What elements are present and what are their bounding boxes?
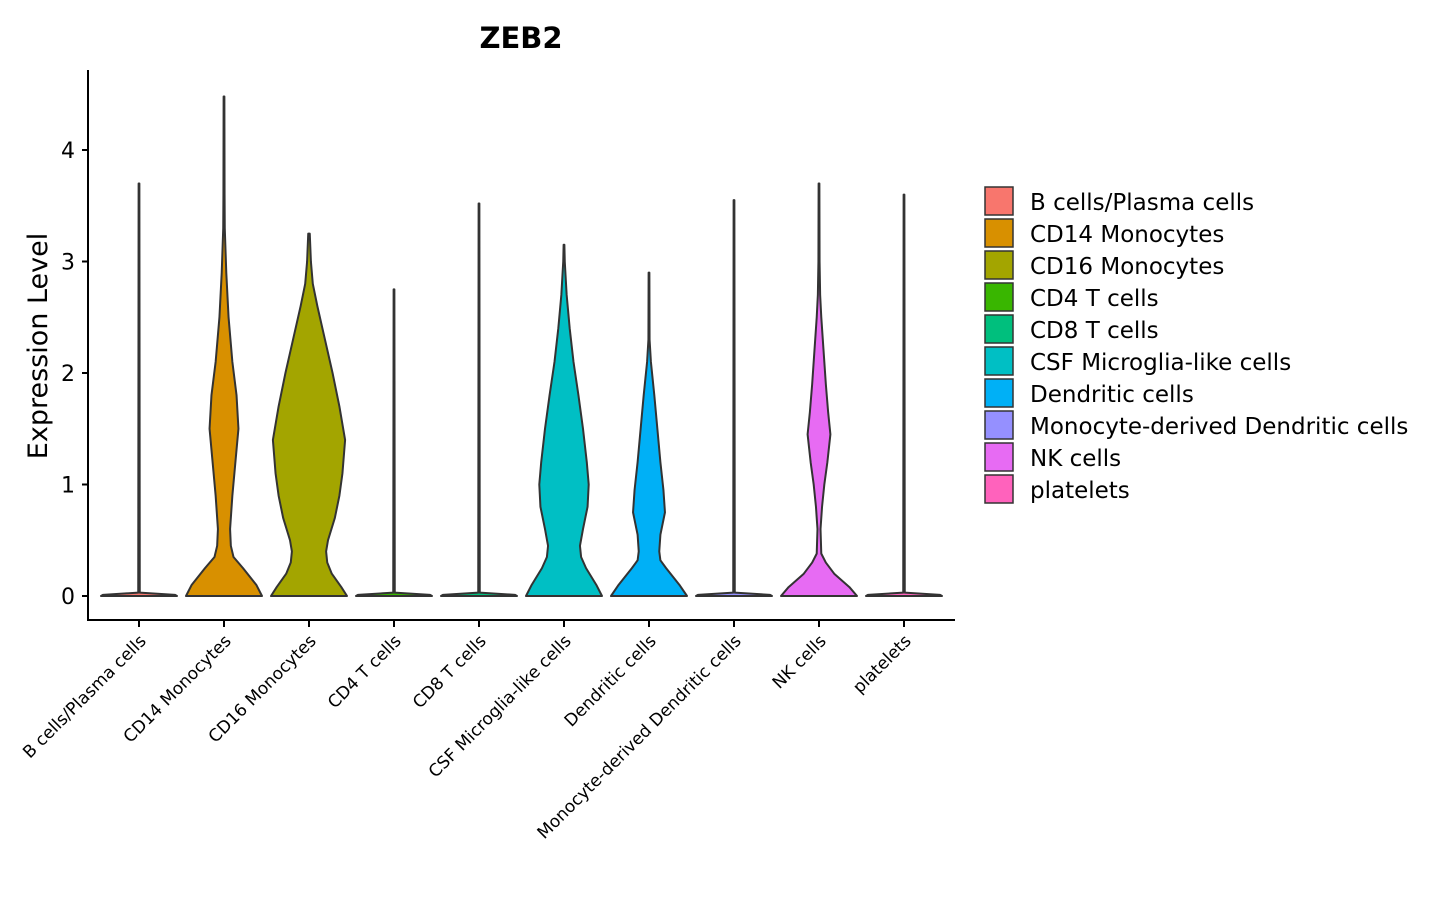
chart-title: ZEB2 (479, 21, 562, 55)
violin-platelets (865, 193, 943, 597)
legend-label-cd8-t-cells: CD8 T cells (1030, 318, 1159, 344)
legend-label-csf-microglia-like-cells: CSF Microglia-like cells (1030, 350, 1291, 376)
legend-key-monocyte-derived-dendritic-cells (984, 410, 1014, 440)
legend-label-b-cells-plasma-cells: B cells/Plasma cells (1030, 190, 1254, 216)
legend-label-platelets: platelets (1030, 478, 1130, 504)
x-tick-label-cd4-t-cells: CD4 T cells (324, 631, 405, 712)
violin-dendritic-cells (610, 271, 688, 597)
legend-key-cd8-t-cells (984, 314, 1014, 344)
legend-label-cd14-monocytes: CD14 Monocytes (1030, 222, 1224, 248)
legend-key-dendritic-cells (984, 378, 1014, 408)
legend-label-cd4-t-cells: CD4 T cells (1030, 286, 1159, 312)
x-tick-label-cd8-t-cells: CD8 T cells (409, 631, 490, 712)
legend-key-platelets (984, 474, 1014, 504)
violin-nk-cells (780, 182, 858, 597)
y-tick-label-3: 3 (61, 251, 75, 276)
y-tick-label-1: 1 (61, 474, 75, 499)
legend-label-monocyte-derived-dendritic-cells: Monocyte-derived Dendritic cells (1030, 414, 1408, 440)
x-tick-label-platelets: platelets (849, 631, 915, 697)
y-axis-ticks: 0 1 2 3 4 (61, 139, 88, 610)
violin-cd8-t-cells (440, 202, 518, 597)
violin-cd14-monocytes (185, 95, 263, 597)
y-tick-label-0: 0 (61, 585, 75, 610)
violin-cd4-t-cells (355, 288, 433, 597)
x-tick-label-csf-microglia-like-cells: CSF Microglia-like cells (425, 631, 576, 782)
violin-group (100, 95, 943, 597)
violin-monocyte-derived-dendritic-cells (695, 199, 773, 597)
legend: B cells/Plasma cells CD14 Monocytes CD16 M… (984, 186, 1408, 504)
legend-label-cd16-monocytes: CD16 Monocytes (1030, 254, 1224, 280)
legend-key-cd4-t-cells (984, 282, 1014, 312)
y-axis-label: Expression Level (23, 233, 54, 459)
y-tick-label-4: 4 (61, 139, 75, 164)
legend-key-cd14-monocytes (984, 218, 1014, 248)
legend-label-nk-cells: NK cells (1030, 446, 1121, 472)
legend-key-cd16-monocytes (984, 250, 1014, 280)
legend-label-dendritic-cells: Dendritic cells (1030, 382, 1194, 408)
legend-key-b-cells-plasma-cells (984, 186, 1014, 216)
violin-b-cells-plasma-cells (100, 182, 178, 597)
violin-cd16-monocytes (270, 232, 348, 597)
legend-key-nk-cells (984, 442, 1014, 472)
violin-csf-microglia-like-cells (525, 243, 603, 597)
y-tick-label-2: 2 (61, 362, 75, 387)
legend-key-csf-microglia-like-cells (984, 346, 1014, 376)
x-tick-label-nk-cells: NK cells (769, 631, 831, 693)
